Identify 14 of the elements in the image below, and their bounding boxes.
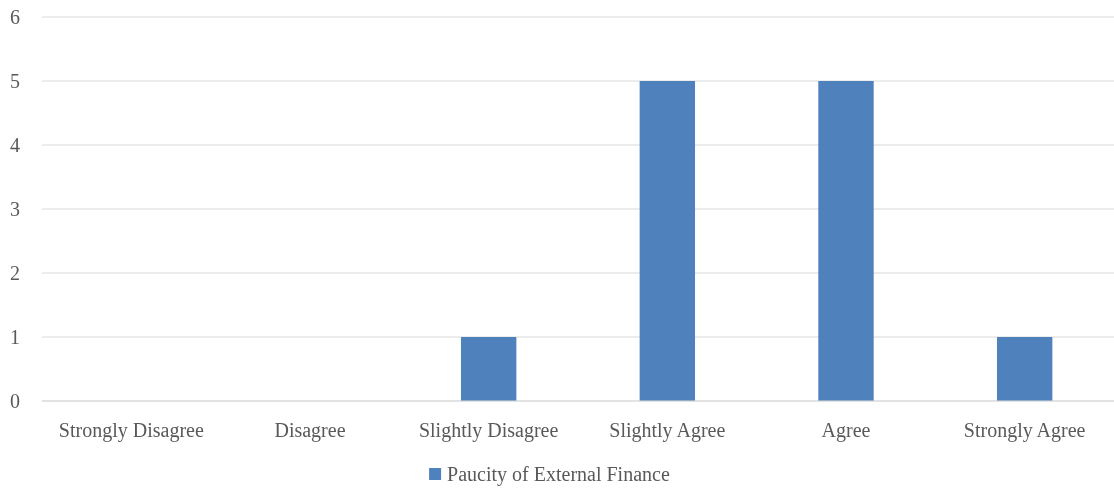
y-tick-label: 6 <box>10 6 20 28</box>
y-tick-label: 4 <box>10 134 20 156</box>
x-tick-label: Disagree <box>274 419 346 442</box>
y-tick-label: 2 <box>10 262 20 284</box>
x-tick-label: Agree <box>821 419 871 442</box>
y-tick-label: 1 <box>10 326 20 348</box>
y-tick-label: 0 <box>10 390 20 412</box>
y-tick-label: 3 <box>10 198 20 220</box>
x-tick-label: Slightly Agree <box>609 419 726 442</box>
legend-label: Paucity of External Finance <box>447 463 670 486</box>
x-tick-label: Strongly Disagree <box>58 419 204 442</box>
x-tick-label: Slightly Disagree <box>418 419 559 442</box>
x-tick-label: Strongly Agree <box>963 419 1086 442</box>
y-tick-label: 5 <box>10 70 20 92</box>
